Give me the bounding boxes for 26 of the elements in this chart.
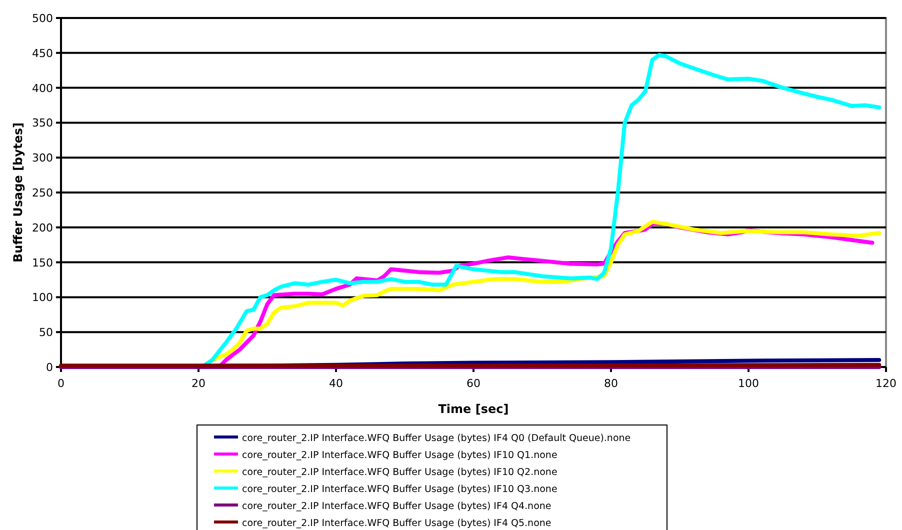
y-tick-label: 200 (32, 221, 53, 234)
legend-label: core_router_2.IP Interface.WFQ Buffer Usage (bytes) IF10 Q1.none (242, 450, 558, 461)
x-axis-title: Time [sec] (438, 402, 509, 416)
y-tick-label: 350 (32, 116, 53, 130)
y-tick-label: 250 (32, 186, 53, 200)
y-axis-title: Buffer Usage [bytes] (11, 122, 25, 262)
y-tick-label: 500 (32, 12, 53, 25)
x-tick-label: 40 (329, 377, 343, 390)
legend-label: core_router_2.IP Interface.WFQ Buffer Usage (bytes) IF10 Q2.none (242, 467, 558, 478)
legend-label: core_router_2.IP Interface.WFQ Buffer Usage (bytes) IF10 Q3.none (242, 484, 558, 495)
legend-label: core_router_2.IP Interface.WFQ Buffer Usage (bytes) IF4 Q4.none (242, 501, 552, 512)
y-tick-label: 50 (39, 326, 53, 340)
x-tick-label: 80 (604, 377, 618, 390)
x-tick-label: 60 (466, 377, 480, 390)
y-tick-label: 0 (46, 361, 53, 374)
y-tick-label: 400 (32, 82, 53, 95)
legend-label: core_router_2.IP Interface.WFQ Buffer Usage (bytes) IF4 Q0 (Default Queue).none (242, 433, 631, 444)
y-tick-label: 150 (32, 256, 53, 270)
x-tick-label: 20 (192, 377, 206, 390)
legend-label: core_router_2.IP Interface.WFQ Buffer Usage (bytes) IF4 Q5.none (242, 518, 552, 529)
y-tick-label: 100 (32, 291, 53, 304)
x-tick-label: 100 (738, 377, 759, 390)
x-tick-label: 120 (876, 377, 896, 390)
y-tick-label: 300 (32, 152, 53, 165)
y-tick-label: 450 (32, 46, 53, 60)
x-tick-label: 0 (58, 377, 64, 390)
